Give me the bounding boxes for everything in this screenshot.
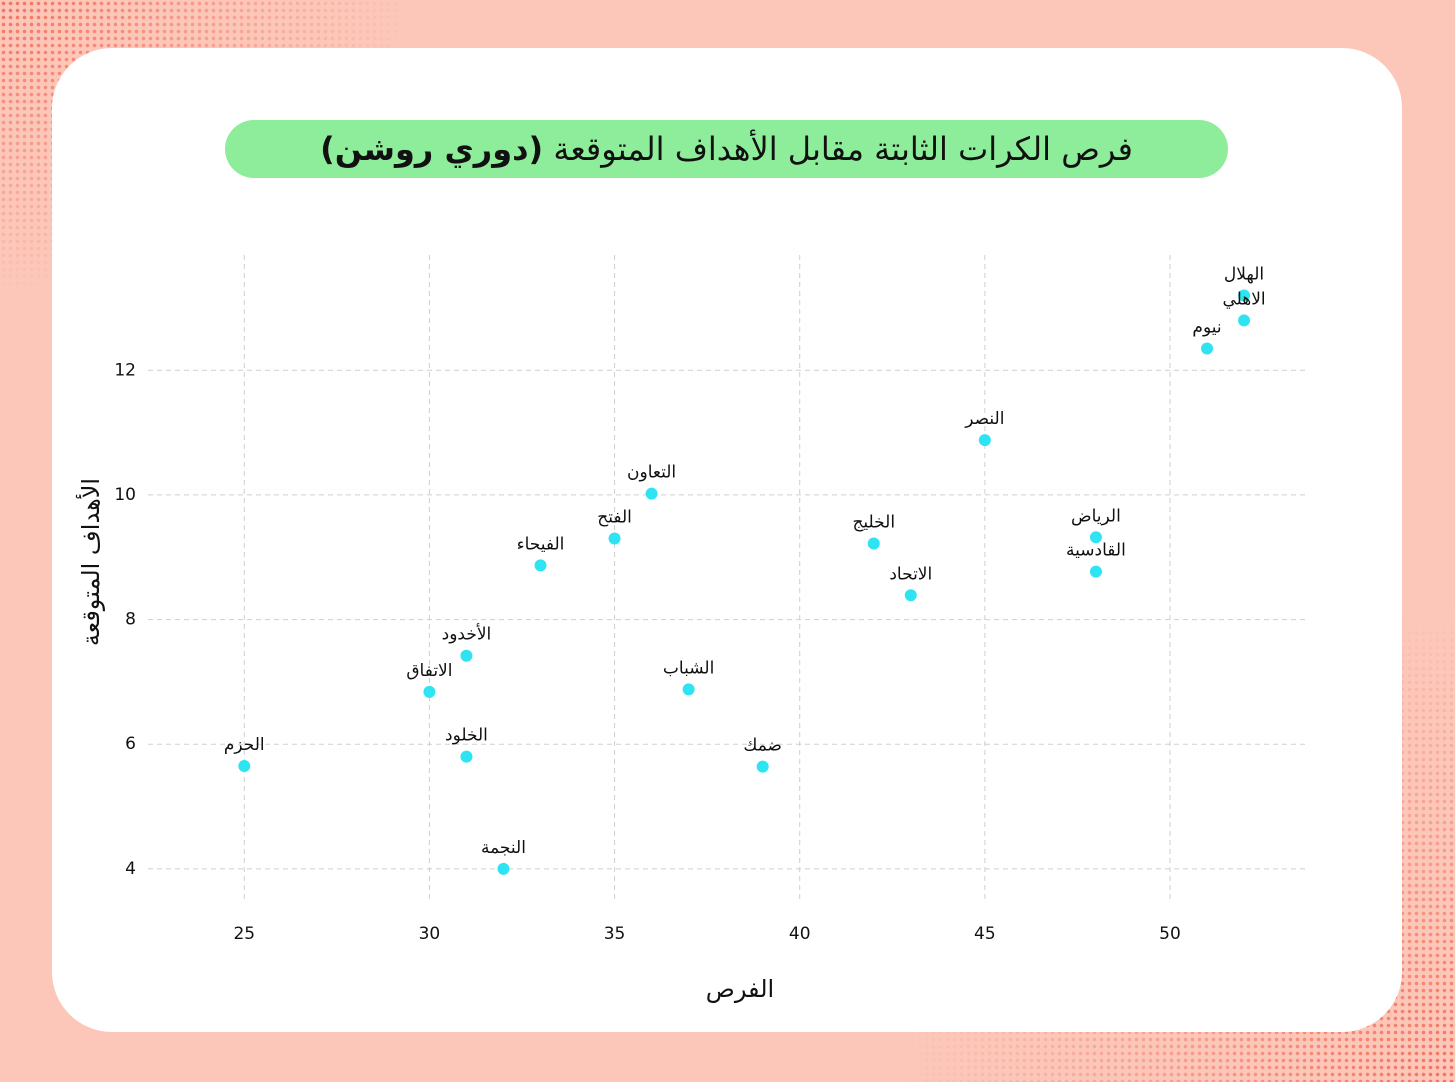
point: [978, 434, 991, 447]
point: [682, 683, 695, 696]
y-tick-label: 12: [114, 360, 136, 380]
point: [756, 760, 769, 773]
point-label: الرياض: [1071, 506, 1121, 526]
point-label: الشباب: [663, 658, 714, 678]
y-tick-label: 10: [114, 485, 136, 505]
chart-title: فرص الكرات الثابتة مقابل الأهداف المتوقع…: [225, 120, 1228, 178]
point-label: الاهلي: [1222, 289, 1265, 309]
point-label: القادسية: [1066, 541, 1126, 561]
point-label: الخليج: [852, 513, 895, 533]
point-label: الاتفاق: [406, 661, 452, 681]
point-label: التعاون: [627, 463, 676, 483]
point-label: الهلال: [1224, 265, 1264, 285]
x-tick-label: 50: [1159, 924, 1181, 944]
point: [534, 559, 547, 572]
y-tick-label: 4: [125, 859, 136, 879]
y-axis-label: الأهداف المتوقعة: [76, 478, 105, 646]
point-label: الأخدود: [442, 624, 492, 645]
point: [1089, 531, 1102, 544]
point-label: الفتح: [597, 508, 632, 528]
card: [52, 48, 1402, 1032]
point: [1238, 314, 1251, 327]
point: [460, 750, 473, 763]
x-tick-label: 30: [419, 924, 441, 944]
x-tick-label: 45: [974, 924, 996, 944]
point-label: الاتحاد: [889, 564, 932, 584]
x-tick-label: 25: [233, 924, 255, 944]
x-axis-label: الفرص: [706, 975, 774, 1003]
point-label: نيوم: [1192, 317, 1221, 337]
point: [904, 589, 917, 602]
y-tick-label: 8: [125, 610, 136, 630]
point-label: النجمة: [481, 838, 526, 858]
point-label: ضمك: [743, 736, 782, 756]
point: [1238, 289, 1251, 302]
point: [645, 487, 658, 500]
point: [423, 685, 436, 698]
point-label: الحزم: [224, 735, 265, 755]
title-text: فرص الكرات الثابتة مقابل الأهداف المتوقع…: [553, 130, 1133, 168]
y-tick-label: 6: [125, 734, 136, 754]
x-tick-label: 35: [604, 924, 626, 944]
point: [1201, 342, 1214, 355]
title-emphasis: (دوري روشن): [320, 130, 544, 168]
point-label: الفيحاء: [517, 534, 565, 554]
point-label: الخلود: [445, 726, 488, 746]
point-label: النصر: [964, 409, 1004, 429]
x-tick-label: 40: [789, 924, 811, 944]
point: [867, 537, 880, 550]
point: [460, 649, 473, 662]
point: [1089, 565, 1102, 578]
point: [238, 760, 251, 773]
point: [608, 532, 621, 545]
point: [497, 862, 510, 875]
